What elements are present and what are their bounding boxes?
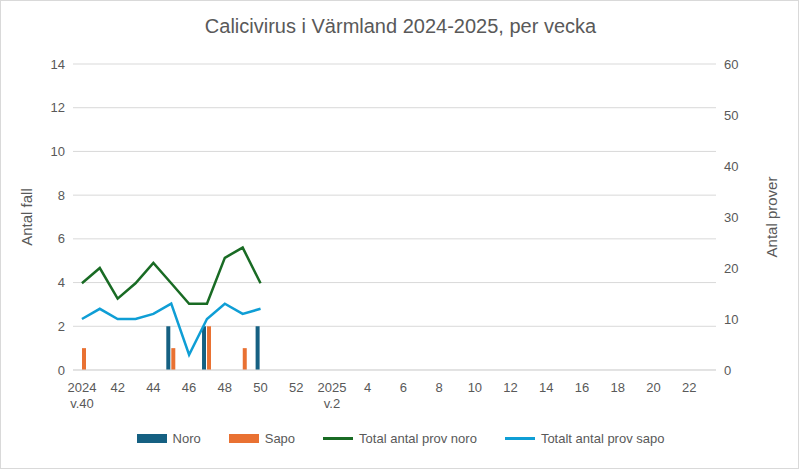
svg-text:60: 60 — [724, 57, 738, 72]
svg-text:10: 10 — [468, 380, 482, 395]
svg-text:20: 20 — [724, 261, 738, 276]
svg-text:14: 14 — [51, 57, 65, 72]
html-text:Total antal prov noro: Total antal prov noro — [359, 431, 477, 446]
svg-text:30: 30 — [724, 210, 738, 225]
svg-text:8: 8 — [58, 188, 65, 203]
svg-text:12: 12 — [503, 380, 517, 395]
svg-text:2025v.2: 2025v.2 — [318, 380, 347, 411]
svg-text:50: 50 — [253, 380, 267, 395]
svg-text:8: 8 — [436, 380, 443, 395]
svg-text:0: 0 — [58, 363, 65, 378]
svg-text:16: 16 — [575, 380, 589, 395]
svg-text:46: 46 — [182, 380, 196, 395]
svg-text:50: 50 — [724, 108, 738, 123]
svg-text:10: 10 — [724, 312, 738, 327]
svg-text:40: 40 — [724, 159, 738, 174]
svg-text:42: 42 — [110, 380, 124, 395]
svg-text:4: 4 — [58, 275, 65, 290]
svg-text:2024v.40: 2024v.40 — [67, 380, 96, 411]
svg-text:Antal prover: Antal prover — [763, 177, 780, 258]
svg-text:18: 18 — [611, 380, 625, 395]
svg-text:4: 4 — [364, 380, 371, 395]
svg-text:14: 14 — [539, 380, 553, 395]
svg-text:52: 52 — [289, 380, 303, 395]
svg-text:22: 22 — [682, 380, 696, 395]
svg-text:2: 2 — [58, 319, 65, 334]
html-text:Sapo: Sapo — [264, 431, 296, 446]
svg-text:0: 0 — [724, 363, 731, 378]
html-text:Noro: Noro — [172, 431, 201, 446]
svg-text:10: 10 — [51, 144, 65, 159]
html-text:Calicivirus i Värmland 2024-20: Calicivirus i Värmland 2024-2025, per ve… — [204, 15, 597, 37]
svg-text:Antal fall: Antal fall — [18, 188, 35, 246]
svg-text:6: 6 — [58, 231, 65, 246]
svg-text:20: 20 — [646, 380, 660, 395]
svg-text:44: 44 — [146, 380, 160, 395]
svg-text:12: 12 — [51, 100, 65, 115]
svg-text:6: 6 — [400, 380, 407, 395]
html-text:Totalt antal prov sapo: Totalt antal prov sapo — [540, 431, 665, 446]
svg-text:48: 48 — [218, 380, 232, 395]
